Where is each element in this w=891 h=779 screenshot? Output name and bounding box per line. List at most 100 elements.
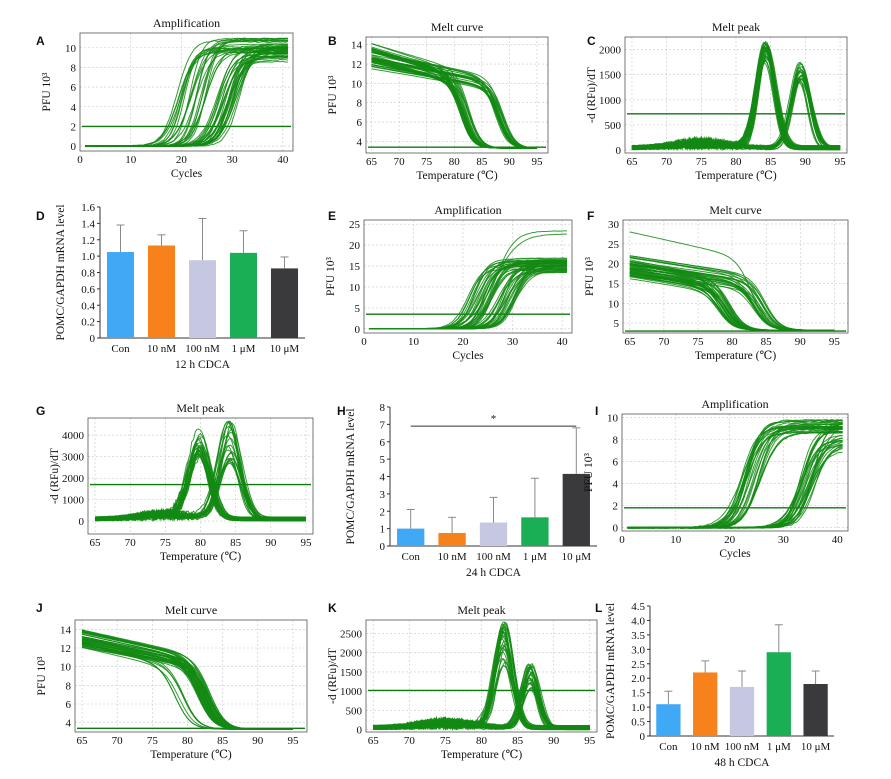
panel-title: Amplification (434, 203, 501, 217)
x-tick-label: 75 (421, 156, 433, 168)
y-tick-label: 0 (71, 141, 77, 153)
y-tick-label: 8 (613, 434, 619, 446)
x-tick-label: 80 (449, 156, 461, 168)
y-tick-label: 6 (71, 82, 77, 94)
curve (631, 63, 841, 150)
panel-a: A 0 10 20 30 40 0 2 4 6 8 10 Amplification Cycles PFU … (36, 16, 294, 180)
curve (85, 52, 288, 148)
y-tick-label: 14 (60, 624, 72, 636)
y-tick-label: 25 (349, 219, 361, 231)
category-label: 100 nM (476, 551, 511, 563)
x-tick-label: 65 (368, 735, 380, 747)
panel-b: B 65 70 75 80 85 90 95 4 6 8 10 12 14 Melt curve Temper… (327, 20, 549, 182)
y-tick-label: 1000 (62, 495, 85, 507)
y-tick-label: 1.2 (81, 235, 95, 247)
x-tick-label: 30 (227, 154, 239, 166)
panel-label: J (36, 601, 43, 615)
y-tick-label: 0 (616, 145, 622, 157)
panel-label: C (587, 34, 596, 48)
curve (373, 682, 590, 728)
x-axis-label: 12 h CDCA (175, 359, 231, 371)
bar (693, 672, 718, 736)
x-tick-label: 85 (512, 735, 524, 747)
y-axis-label: -d (RFu)/dT (586, 67, 598, 123)
y-tick-label: 500 (605, 120, 622, 132)
y-tick-label: 4000 (62, 430, 85, 442)
y-tick-label: 10 (608, 298, 620, 310)
panel-title: Melt peak (457, 603, 505, 617)
y-tick-label: 4 (380, 472, 386, 484)
y-tick-label: 4.5 (631, 601, 645, 613)
x-tick-label: 90 (252, 735, 264, 747)
x-tick-label: 70 (658, 336, 670, 348)
plot-frame (621, 413, 849, 532)
curve (85, 56, 288, 148)
bar (766, 652, 791, 736)
x-tick-label: 70 (125, 537, 137, 549)
x-tick-label: 75 (693, 336, 705, 348)
curve (85, 51, 289, 148)
x-tick-label: 75 (696, 156, 708, 168)
plot-frame (74, 619, 308, 733)
x-tick-label: 65 (626, 156, 638, 168)
y-axis-label: PFU 10³ (325, 256, 337, 295)
y-tick-label: 1000 (599, 95, 622, 107)
category-label: 1 μM (232, 343, 256, 355)
x-tick-label: 70 (661, 156, 673, 168)
curve (84, 55, 289, 148)
curve (94, 451, 306, 521)
y-tick-label: 7 (380, 419, 386, 431)
bar (729, 686, 755, 736)
y-tick-label: 1.4 (81, 218, 95, 230)
y-tick-label: 3 (380, 489, 386, 501)
panel-j: J 65 70 75 80 85 90 95 4 6 8 10 12 14 Melt curve Temper… (36, 601, 308, 761)
y-tick-label: 12 (351, 59, 362, 71)
curve (85, 57, 288, 148)
y-axis-label: -d (RFu)/dT (49, 448, 61, 504)
y-tick-label: 2500 (340, 628, 363, 640)
plot-frame (365, 619, 598, 733)
panel-label: D (36, 209, 45, 223)
y-tick-label: 500 (346, 705, 363, 717)
panel-label: E (328, 209, 336, 223)
panel-label: B (328, 34, 337, 48)
x-tick-label: 80 (195, 537, 207, 549)
curve (85, 51, 288, 148)
curve (371, 65, 538, 149)
x-tick-label: 40 (832, 534, 844, 546)
y-tick-label: 6 (357, 117, 363, 129)
y-axis-label: POMC/GAPDH mRNA level (345, 408, 357, 544)
x-tick-label: 95 (531, 156, 543, 168)
x-tick-label: 90 (265, 537, 277, 549)
x-tick-label: 95 (300, 537, 312, 549)
x-tick-label: 95 (829, 336, 841, 348)
y-tick-label: 2000 (340, 648, 363, 660)
panel-e: E 0 10 20 30 40 0 5 10 15 20 25 Amplification Cycles P… (325, 203, 573, 362)
x-tick-label: 80 (727, 336, 739, 348)
bar (270, 268, 299, 338)
x-tick-label: 40 (557, 336, 569, 348)
x-tick-label: 80 (476, 735, 488, 747)
y-tick-label: 0 (79, 516, 85, 528)
y-axis-label: PFU 10³ (36, 656, 48, 695)
x-tick-label: 0 (619, 534, 625, 546)
y-tick-label: 8 (380, 402, 386, 414)
category-label: 10 μM (270, 343, 300, 355)
x-tick-label: 90 (504, 156, 516, 168)
y-tick-label: 12 (60, 643, 71, 655)
panel-h: H 0 1 2 3 4 5 6 7 8 Con 10 nM 100 nM 1 μM 10 μM 24 h CD… (337, 402, 597, 579)
y-tick-label: 1500 (599, 70, 622, 82)
x-axis-label: Cycles (171, 168, 203, 180)
curve (631, 66, 841, 149)
x-tick-label: 70 (112, 735, 124, 747)
x-tick-label: 40 (277, 154, 289, 166)
x-axis-label: Temperature (℃) (150, 749, 232, 761)
y-axis-label: PFU 10³ (584, 256, 596, 295)
curve (81, 642, 293, 730)
curve (85, 54, 289, 148)
curve (85, 56, 289, 148)
x-tick-label: 80 (731, 156, 743, 168)
y-tick-label: 8 (357, 98, 363, 110)
curve (373, 623, 590, 729)
plot-frame (363, 219, 573, 334)
